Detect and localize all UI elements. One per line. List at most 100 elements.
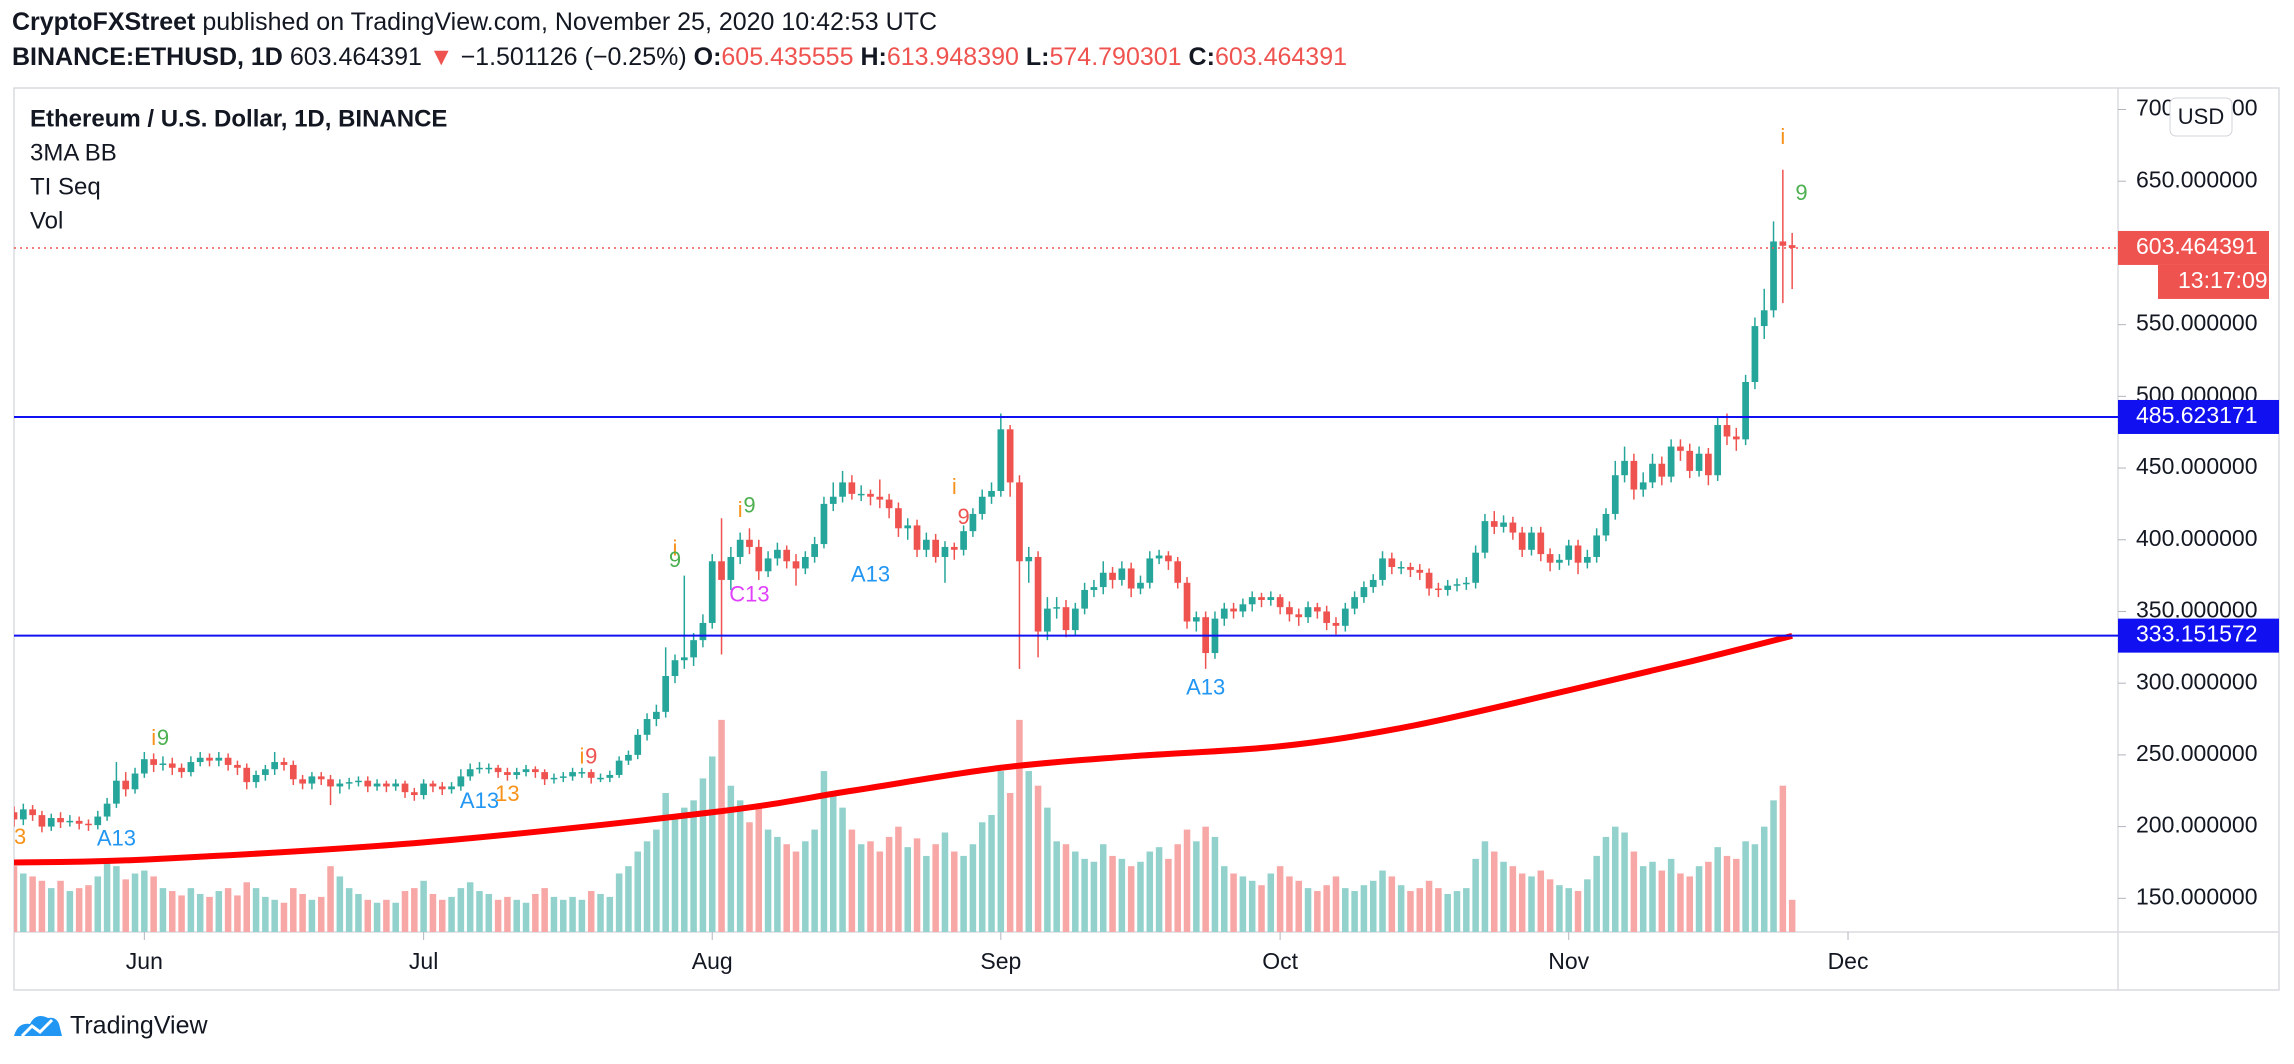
volume-bar — [159, 888, 167, 932]
y-tick-label: 250.000000 — [2136, 740, 2258, 766]
volume-bar — [1463, 888, 1470, 932]
volume-bar — [1435, 888, 1442, 932]
symbol: BINANCE:ETHUSD, 1D — [12, 43, 283, 71]
candle-body — [355, 780, 362, 783]
candle-body — [262, 769, 269, 775]
candle-body — [38, 815, 46, 827]
volume-bar — [1360, 885, 1368, 932]
candle-body — [1388, 558, 1396, 568]
candle-body — [885, 499, 893, 509]
countdown-box — [2158, 264, 2269, 299]
candle-body — [569, 772, 576, 777]
candle-body — [950, 546, 958, 550]
candle-body — [1146, 558, 1154, 583]
candle-body — [1472, 552, 1479, 583]
volume-bar — [1332, 876, 1340, 932]
volume-bar — [215, 891, 223, 932]
candle-body — [653, 711, 660, 720]
candle-body — [718, 561, 725, 580]
candle-body — [1770, 241, 1777, 311]
candle-body — [811, 544, 818, 557]
candle-body — [1230, 608, 1237, 612]
volume-bar — [1146, 851, 1154, 932]
volume-bar — [1276, 866, 1284, 932]
volume-bar — [895, 826, 902, 932]
candle-body — [1174, 561, 1182, 583]
volume-bar — [1323, 885, 1330, 932]
candle-body — [420, 783, 427, 796]
volume-bar — [1267, 873, 1275, 932]
volume-bar — [774, 836, 781, 932]
candle-body — [122, 780, 130, 790]
candle-body — [1062, 607, 1070, 631]
volume-bar — [1788, 899, 1796, 932]
o-label: O: — [694, 43, 722, 71]
volume-bar — [1584, 879, 1591, 932]
volume-bar — [522, 902, 530, 932]
volume-bar — [1490, 851, 1498, 932]
candle-body — [1658, 463, 1666, 477]
volume-bar — [671, 814, 679, 932]
td-annotation: i — [673, 536, 678, 561]
candle-body — [299, 779, 306, 784]
candle-body — [746, 539, 753, 547]
candle-body — [1286, 607, 1293, 615]
candle-body — [792, 561, 800, 569]
candle-body — [1528, 532, 1535, 550]
candle-body — [243, 767, 251, 783]
volume-bar — [1239, 876, 1247, 932]
l-label: L: — [1026, 43, 1050, 71]
published: published on TradingView.com, November 2… — [202, 8, 937, 36]
volume-bar — [857, 844, 865, 932]
y-tick-label: 550.000000 — [2136, 310, 2258, 336]
volume-bar — [1574, 891, 1582, 932]
td-annotation: i — [738, 497, 743, 522]
h-value: 613.948390 — [887, 43, 1019, 71]
candle-body — [224, 757, 232, 765]
candle-body — [410, 792, 418, 796]
td-annotation: 9 — [957, 504, 969, 529]
candle-body — [978, 496, 986, 514]
candle-body — [1435, 588, 1442, 591]
volume-bar — [1342, 888, 1349, 932]
indicator-label: Vol — [30, 207, 63, 234]
candle-body — [634, 734, 642, 755]
currency-label[interactable]: USD — [2178, 104, 2224, 129]
candle-body — [625, 754, 632, 761]
candle-body — [215, 757, 223, 761]
volume-bar — [755, 807, 763, 932]
td-annotation: A13 — [460, 788, 499, 813]
candle-body — [485, 767, 493, 770]
o-value: 605.435555 — [721, 43, 853, 71]
candle-body — [541, 772, 549, 780]
candle-body — [206, 757, 213, 761]
volume-bar — [411, 888, 418, 932]
volume-bar — [941, 832, 949, 932]
candle-body — [1295, 614, 1303, 618]
candle-body — [606, 774, 614, 778]
candle-body — [876, 496, 884, 500]
candle-body — [1137, 582, 1144, 589]
candle-body — [1760, 310, 1768, 327]
volume-bar — [1351, 891, 1358, 932]
volume-bar — [997, 771, 1005, 932]
td-annotation: i — [579, 744, 584, 769]
volume-bar — [783, 844, 790, 932]
candle-body — [522, 769, 530, 773]
volume-bar — [708, 756, 716, 932]
candle-body — [113, 780, 120, 804]
volume-bar — [541, 888, 548, 932]
candle-body — [1379, 558, 1386, 580]
candle-body — [504, 772, 511, 775]
candle-body — [1593, 535, 1601, 557]
candle-body — [1723, 425, 1731, 437]
volume-bar — [587, 891, 595, 932]
volume-bar — [1751, 844, 1759, 932]
candle-body — [1444, 585, 1452, 590]
candle-body — [1714, 425, 1722, 476]
volume-bar — [1723, 855, 1731, 932]
volume-bar — [1779, 785, 1787, 932]
volume-bar — [234, 895, 241, 932]
